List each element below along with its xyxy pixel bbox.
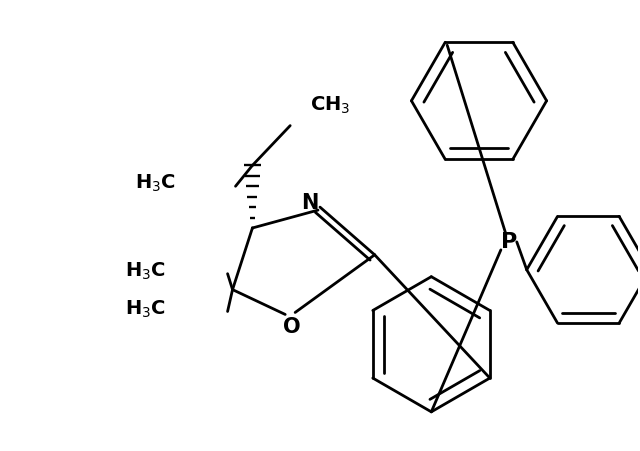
Text: H$_3$C: H$_3$C (135, 173, 176, 194)
Text: O: O (284, 318, 301, 337)
Text: N: N (301, 193, 319, 213)
Text: CH$_3$: CH$_3$ (310, 95, 351, 116)
Text: P: P (500, 232, 517, 252)
Text: H$_3$C: H$_3$C (125, 261, 166, 282)
Text: H$_3$C: H$_3$C (125, 299, 166, 320)
